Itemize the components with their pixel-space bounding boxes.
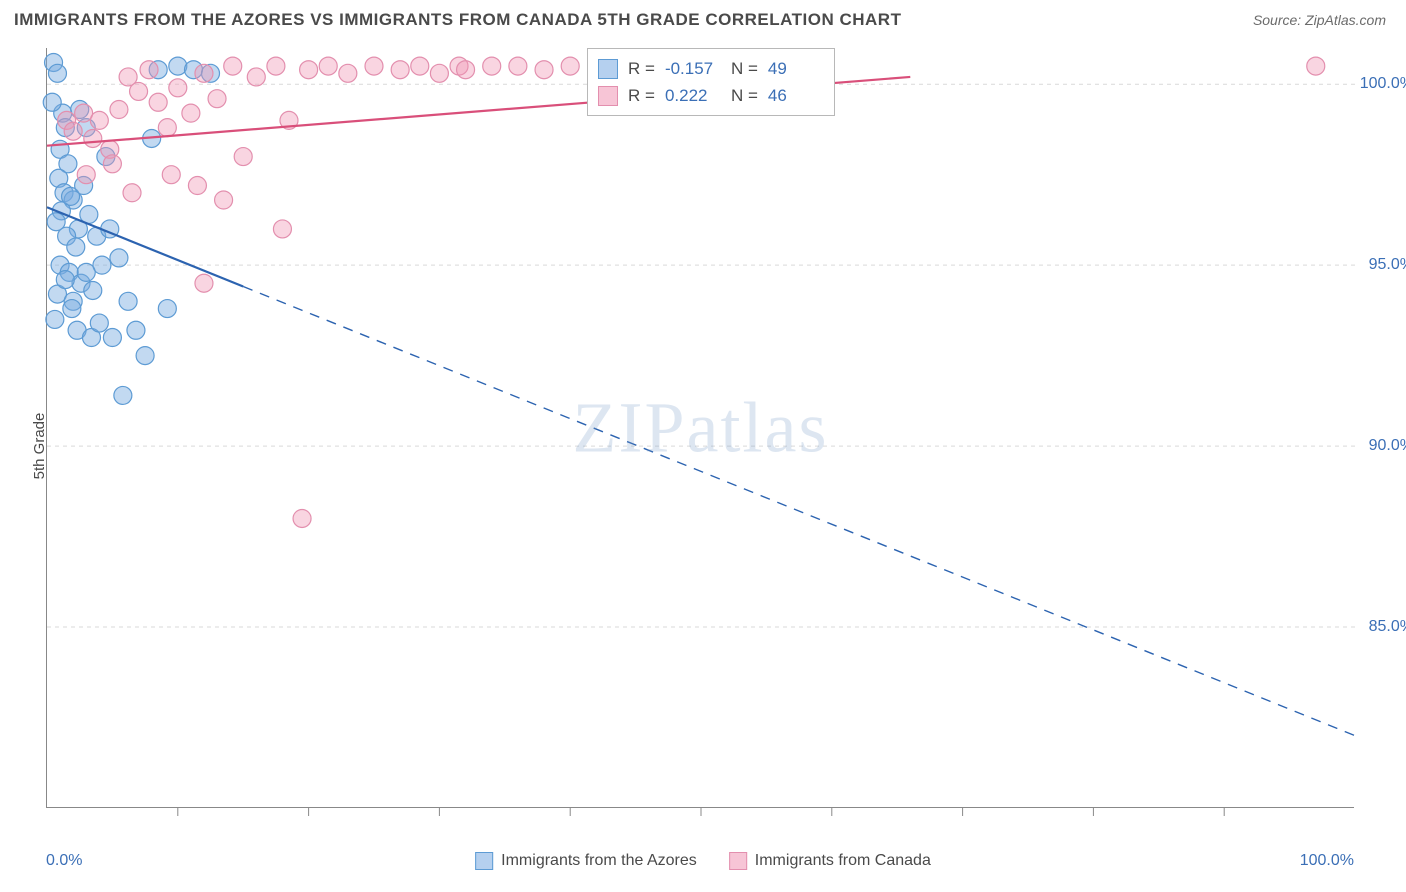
y-tick-label: 85.0% bbox=[1369, 618, 1406, 636]
x-axis-min-label: 0.0% bbox=[46, 852, 82, 870]
scatter-svg bbox=[47, 48, 1355, 808]
legend-swatch-azores-icon bbox=[475, 852, 493, 870]
n-value-azores: 49 bbox=[768, 55, 824, 82]
legend-label-azores: Immigrants from the Azores bbox=[501, 852, 697, 870]
swatch-azores-icon bbox=[598, 59, 618, 79]
y-tick-label: 100.0% bbox=[1360, 75, 1406, 93]
chart-title: IMMIGRANTS FROM THE AZORES VS IMMIGRANTS… bbox=[14, 10, 901, 30]
legend: Immigrants from the Azores Immigrants fr… bbox=[475, 852, 931, 870]
legend-swatch-canada-icon bbox=[729, 852, 747, 870]
r-value-canada: 0.222 bbox=[665, 82, 721, 109]
stats-row-canada: R = 0.222 N = 46 bbox=[598, 82, 824, 109]
correlation-stats-box: R = -0.157 N = 49 R = 0.222 N = 46 bbox=[587, 48, 835, 116]
plot-area: ZIPatlas R = -0.157 N = 49 R = 0.222 N =… bbox=[46, 48, 1354, 808]
y-tick-label: 90.0% bbox=[1369, 437, 1406, 455]
source-credit: Source: ZipAtlas.com bbox=[1253, 12, 1386, 28]
n-value-canada: 46 bbox=[768, 82, 824, 109]
y-tick-label: 95.0% bbox=[1369, 256, 1406, 274]
legend-item-canada: Immigrants from Canada bbox=[729, 852, 931, 870]
x-axis-max-label: 100.0% bbox=[1300, 852, 1354, 870]
legend-item-azores: Immigrants from the Azores bbox=[475, 852, 697, 870]
stats-row-azores: R = -0.157 N = 49 bbox=[598, 55, 824, 82]
r-value-azores: -0.157 bbox=[665, 55, 721, 82]
swatch-canada-icon bbox=[598, 86, 618, 106]
legend-label-canada: Immigrants from Canada bbox=[755, 852, 931, 870]
